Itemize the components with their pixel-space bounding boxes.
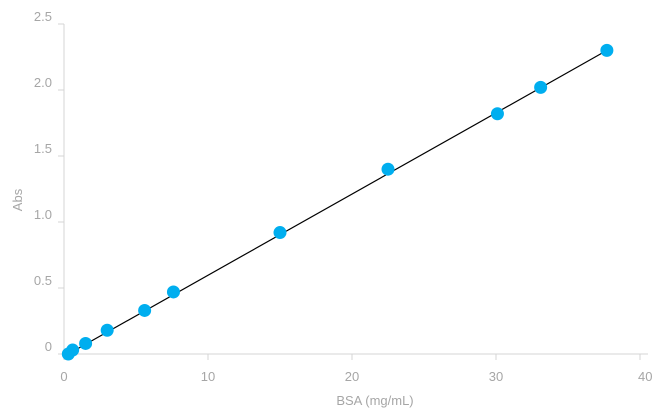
y-axis-title: Abs [10, 188, 25, 211]
x-tick-label: 20 [345, 369, 359, 384]
y-tick-label: 2.0 [34, 75, 52, 90]
data-point [273, 226, 287, 240]
x-tick-label: 0 [60, 369, 67, 384]
data-point [79, 336, 93, 350]
data-points [61, 43, 614, 361]
trendline [68, 49, 608, 355]
x-tick-label: 30 [489, 369, 503, 384]
x-tick-label: 10 [201, 369, 215, 384]
ticks: 0 0.5 1.0 1.5 2.0 2.5 0 10 20 30 40 [34, 9, 653, 384]
y-tick-label: 2.5 [34, 9, 52, 24]
data-point [381, 162, 395, 176]
data-point [490, 107, 504, 121]
y-tick-label: 0 [45, 339, 52, 354]
data-point [138, 303, 152, 317]
x-tick-label: 40 [638, 369, 652, 384]
data-point [100, 323, 114, 337]
trendline-group [68, 49, 608, 355]
y-tick-label: 0.5 [34, 273, 52, 288]
data-point [166, 285, 180, 299]
data-point [66, 343, 80, 357]
axes [63, 24, 648, 355]
x-axis-title: BSA (mg/mL) [336, 393, 413, 408]
data-point [600, 43, 614, 57]
y-tick-label: 1.5 [34, 141, 52, 156]
y-tick-label: 1.0 [34, 207, 52, 222]
data-point [534, 80, 548, 94]
